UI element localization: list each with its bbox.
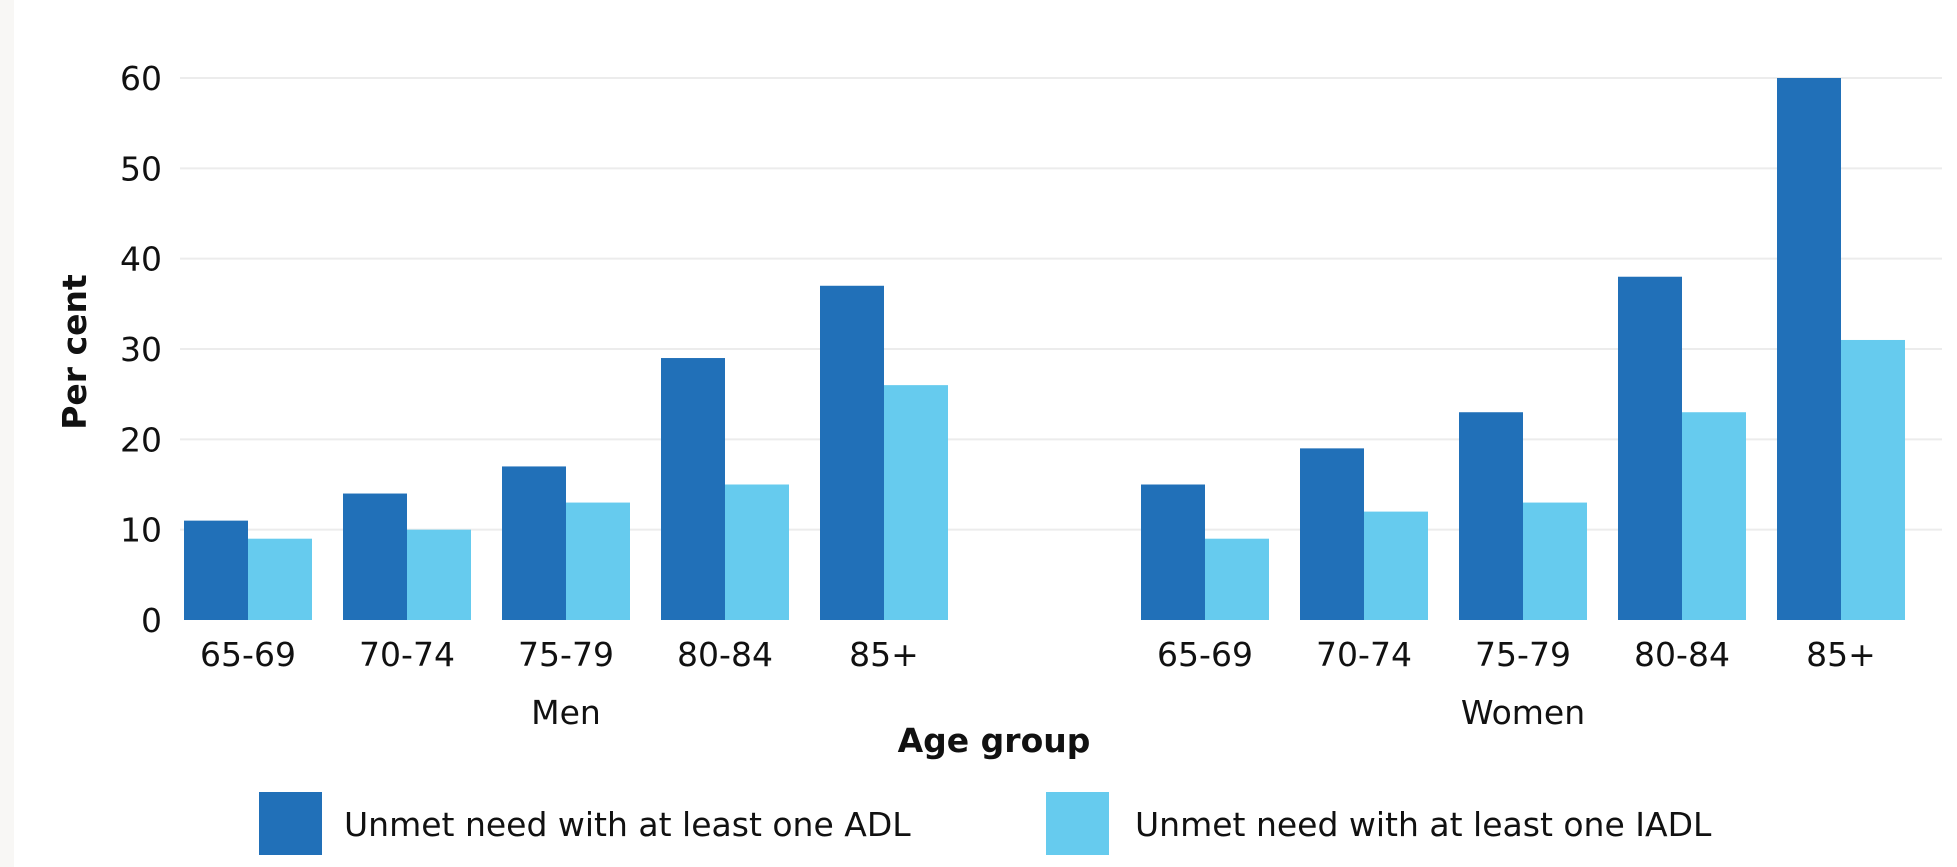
y-axis-ticks: 0 10 20 30 40 50 60 xyxy=(120,59,162,640)
x-axis-ticks: 65-69 70-74 75-79 80-84 85+ 65-69 70-74 75-79 80… xyxy=(200,635,1876,674)
group-label-men: Men xyxy=(531,693,601,732)
legend-label-iadl: Unmet need with at least one IADL xyxy=(1135,805,1712,844)
legend-swatch-adl xyxy=(259,792,322,855)
x-tick-label: 85+ xyxy=(849,635,919,674)
x-tick-label: 70-74 xyxy=(359,635,455,674)
chart-panel: 0 10 20 30 40 50 60 65-69 70-74 75-79 80-84 85+ 65-… xyxy=(14,0,1957,867)
bar-women-80-84-iadl xyxy=(1682,412,1746,620)
y-tick-label-60: 60 xyxy=(120,59,162,98)
x-tick-label: 75-79 xyxy=(518,635,614,674)
x-tick-label: 65-69 xyxy=(200,635,296,674)
bar-men-65-69-iadl xyxy=(248,538,312,620)
legend: Unmet need with at least one ADL Unmet n… xyxy=(259,792,1712,855)
y-tick-label-10: 10 xyxy=(120,511,162,550)
bar-women-70-74-adl xyxy=(1300,448,1364,620)
legend-label-adl: Unmet need with at least one ADL xyxy=(344,805,911,844)
bar-men-65-69-adl xyxy=(184,520,248,620)
y-tick-label-20: 20 xyxy=(120,420,162,459)
x-tick-label: 85+ xyxy=(1806,635,1876,674)
x-tick-label: 70-74 xyxy=(1316,635,1412,674)
group-label-women: Women xyxy=(1461,693,1585,732)
bar-women-80-84-adl xyxy=(1618,276,1682,620)
bar-women-75-79-iadl xyxy=(1523,502,1587,620)
bar-women-85+-adl xyxy=(1777,78,1841,620)
bar-men-85+-iadl xyxy=(884,385,948,620)
bar-women-65-69-iadl xyxy=(1205,538,1269,620)
x-axis-title: Age group xyxy=(898,721,1091,760)
bar-men-80-84-iadl xyxy=(725,484,789,620)
bar-men-75-79-iadl xyxy=(566,502,630,620)
bar-men-70-74-iadl xyxy=(407,529,471,620)
group-labels: Men Women xyxy=(531,693,1585,732)
bar-men-80-84-adl xyxy=(661,358,725,620)
y-tick-label-40: 40 xyxy=(120,240,162,279)
bar-men-70-74-adl xyxy=(343,493,407,620)
x-tick-label: 80-84 xyxy=(677,635,773,674)
bar-women-70-74-iadl xyxy=(1364,511,1428,620)
y-axis-title: Per cent xyxy=(55,274,94,430)
y-tick-label-30: 30 xyxy=(120,330,162,369)
x-tick-label: 75-79 xyxy=(1475,635,1571,674)
bars xyxy=(184,78,1905,620)
y-tick-label-0: 0 xyxy=(141,601,162,640)
x-tick-label: 65-69 xyxy=(1157,635,1253,674)
bar-men-85+-adl xyxy=(820,285,884,620)
bar-women-65-69-adl xyxy=(1141,484,1205,620)
bar-women-75-79-adl xyxy=(1459,412,1523,620)
legend-swatch-iadl xyxy=(1046,792,1109,855)
y-tick-label-50: 50 xyxy=(120,149,162,188)
bar-women-85+-iadl xyxy=(1841,339,1905,620)
bar-men-75-79-adl xyxy=(502,466,566,620)
x-tick-label: 80-84 xyxy=(1634,635,1730,674)
